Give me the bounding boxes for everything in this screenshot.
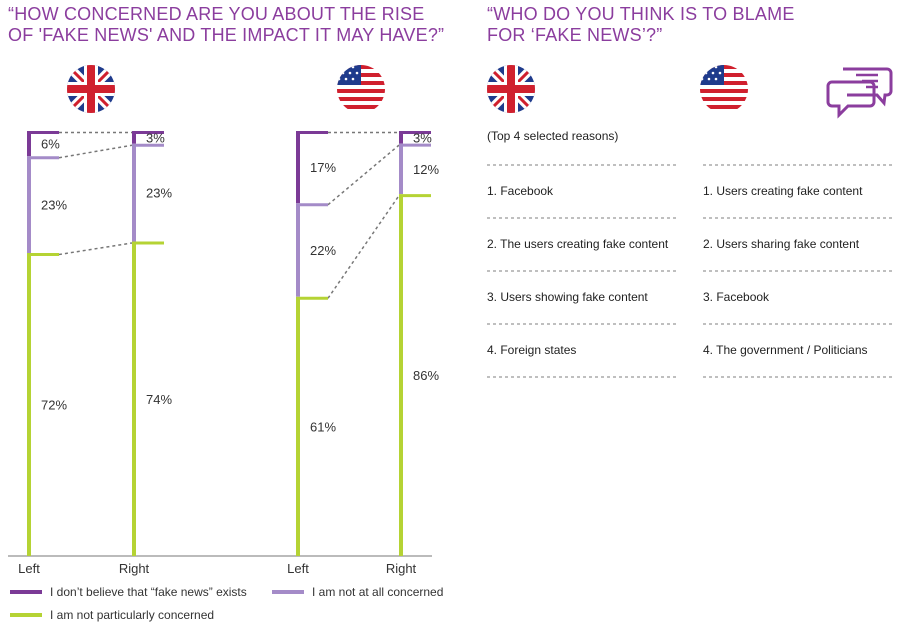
uk-flag-icon: [61, 59, 121, 119]
data-label: 6%: [41, 137, 60, 152]
blame-item-us: 3. Facebook: [703, 290, 770, 304]
legend-item-dont-believe: I don’t believe that “fake news” exists: [10, 585, 247, 599]
uk-flag-icon: [481, 59, 541, 119]
data-label: 22%: [310, 243, 336, 258]
data-label: 12%: [413, 162, 439, 177]
data-label: 23%: [41, 198, 67, 213]
blame-item-us: 2. Users sharing fake content: [703, 237, 860, 251]
x-tick-label: Right: [119, 561, 150, 576]
blame-item-us: 4. The government / Politicians: [703, 343, 868, 357]
connector-line: [58, 242, 133, 256]
left-title-line1: “HOW CONCERNED ARE YOU ABOUT THE RISE: [8, 4, 425, 24]
blame-dividers: [487, 164, 892, 378]
connector-line: [327, 195, 400, 299]
blame-item-uk: 1. Facebook: [487, 184, 554, 198]
left-panel-title: “HOW CONCERNED ARE YOU ABOUT THE RISE OF…: [8, 4, 448, 46]
right-panel-title: “WHO DO YOU THINK IS TO BLAME FOR ‘FAKE …: [487, 4, 887, 46]
us-flag-icon: [694, 59, 754, 119]
legend-label: I am not particularly concerned: [50, 608, 215, 622]
data-label: 61%: [310, 419, 336, 434]
data-label: 74%: [146, 392, 172, 407]
blame-subtitle: (Top 4 selected reasons): [487, 129, 619, 143]
x-tick-label: Left: [287, 561, 309, 576]
legend-item-not-particularly: I am not particularly concerned: [10, 608, 214, 622]
data-label: 23%: [146, 186, 172, 201]
data-label: 86%: [413, 368, 439, 383]
chat-bubbles-icon: [826, 67, 893, 119]
x-axis-labels: Left Right Left Right: [18, 561, 416, 576]
legend-swatch: [10, 590, 42, 594]
data-label: 17%: [310, 160, 336, 175]
right-title-line2: FOR ‘FAKE NEWS’?”: [487, 25, 663, 45]
right-title-line1: “WHO DO YOU THINK IS TO BLAME: [487, 4, 795, 24]
x-tick-label: Left: [18, 561, 40, 576]
legend-item-not-at-all: I am not at all concerned: [272, 585, 443, 599]
connector-line: [327, 144, 400, 206]
legend-swatch: [10, 613, 42, 617]
blame-item-uk: 2. The users creating fake content: [487, 237, 669, 251]
left-title-line2: OF 'FAKE NEWS' AND THE IMPACT IT MAY HAV…: [8, 25, 445, 45]
legend-label: I don’t believe that “fake news” exists: [50, 585, 247, 599]
data-label: 72%: [41, 398, 67, 413]
us-flag-icon: [331, 59, 391, 119]
connector-lines: [58, 131, 400, 299]
blame-item-uk: 3. Users showing fake content: [487, 290, 648, 304]
blame-item-us: 1. Users creating fake content: [703, 184, 863, 198]
connector-line: [58, 144, 133, 159]
data-label: 3%: [413, 130, 432, 145]
legend-swatch: [272, 590, 304, 594]
legend-label: I am not at all concerned: [312, 585, 444, 599]
chart-bars: [27, 131, 431, 556]
blame-item-uk: 4. Foreign states: [487, 343, 577, 357]
x-tick-label: Right: [386, 561, 417, 576]
chart-labels: 6% 23% 72% 3% 23% 74% 17% 22% 61% 3% 12% 86%: [41, 130, 439, 434]
data-label: 3%: [146, 130, 165, 145]
